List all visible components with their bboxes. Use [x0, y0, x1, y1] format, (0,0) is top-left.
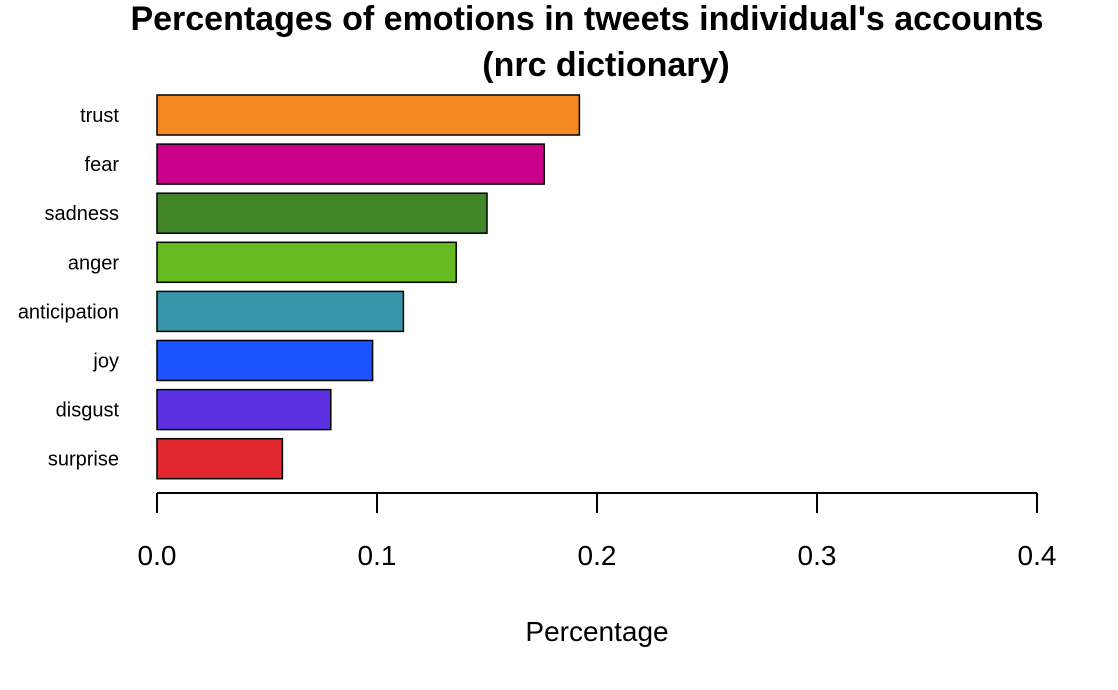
- x-tick-label: 0.3: [798, 540, 837, 571]
- category-label-fear: fear: [85, 154, 120, 176]
- chart-title-line2: (nrc dictionary): [482, 46, 729, 84]
- category-label-sadness: sadness: [45, 203, 120, 225]
- bar-fear: [156, 143, 545, 185]
- x-tick-label: 0.2: [578, 540, 617, 571]
- bar-joy: [156, 339, 374, 382]
- x-tick-label: 0.0: [138, 540, 177, 571]
- category-label-anticipation: anticipation: [18, 301, 119, 323]
- category-label-anger: anger: [68, 252, 119, 274]
- bar-anticipation: [156, 290, 405, 333]
- x-axis-title: Percentage: [525, 616, 668, 647]
- category-label-trust: trust: [80, 105, 119, 127]
- bar-surprise: [156, 437, 284, 480]
- category-label-disgust: disgust: [56, 400, 120, 422]
- category-labels: trust fear sadness anger anticipation joy disg…: [18, 105, 120, 471]
- category-label-joy: joy: [92, 351, 119, 373]
- x-tick-label: 0.4: [1018, 540, 1057, 571]
- x-tick-label: 0.1: [358, 540, 397, 571]
- category-label-surprise: surprise: [48, 449, 119, 471]
- bar-trust: [156, 94, 581, 136]
- bars-group: [156, 94, 581, 480]
- chart-title-line1: Percentages of emotions in tweets indivi…: [130, 0, 1043, 38]
- bar-sadness: [156, 192, 488, 234]
- bar-anger: [156, 241, 457, 284]
- bar-disgust: [156, 388, 332, 431]
- x-axis-ticks: 0.0 0.1 0.2 0.3 0.4: [138, 493, 1057, 571]
